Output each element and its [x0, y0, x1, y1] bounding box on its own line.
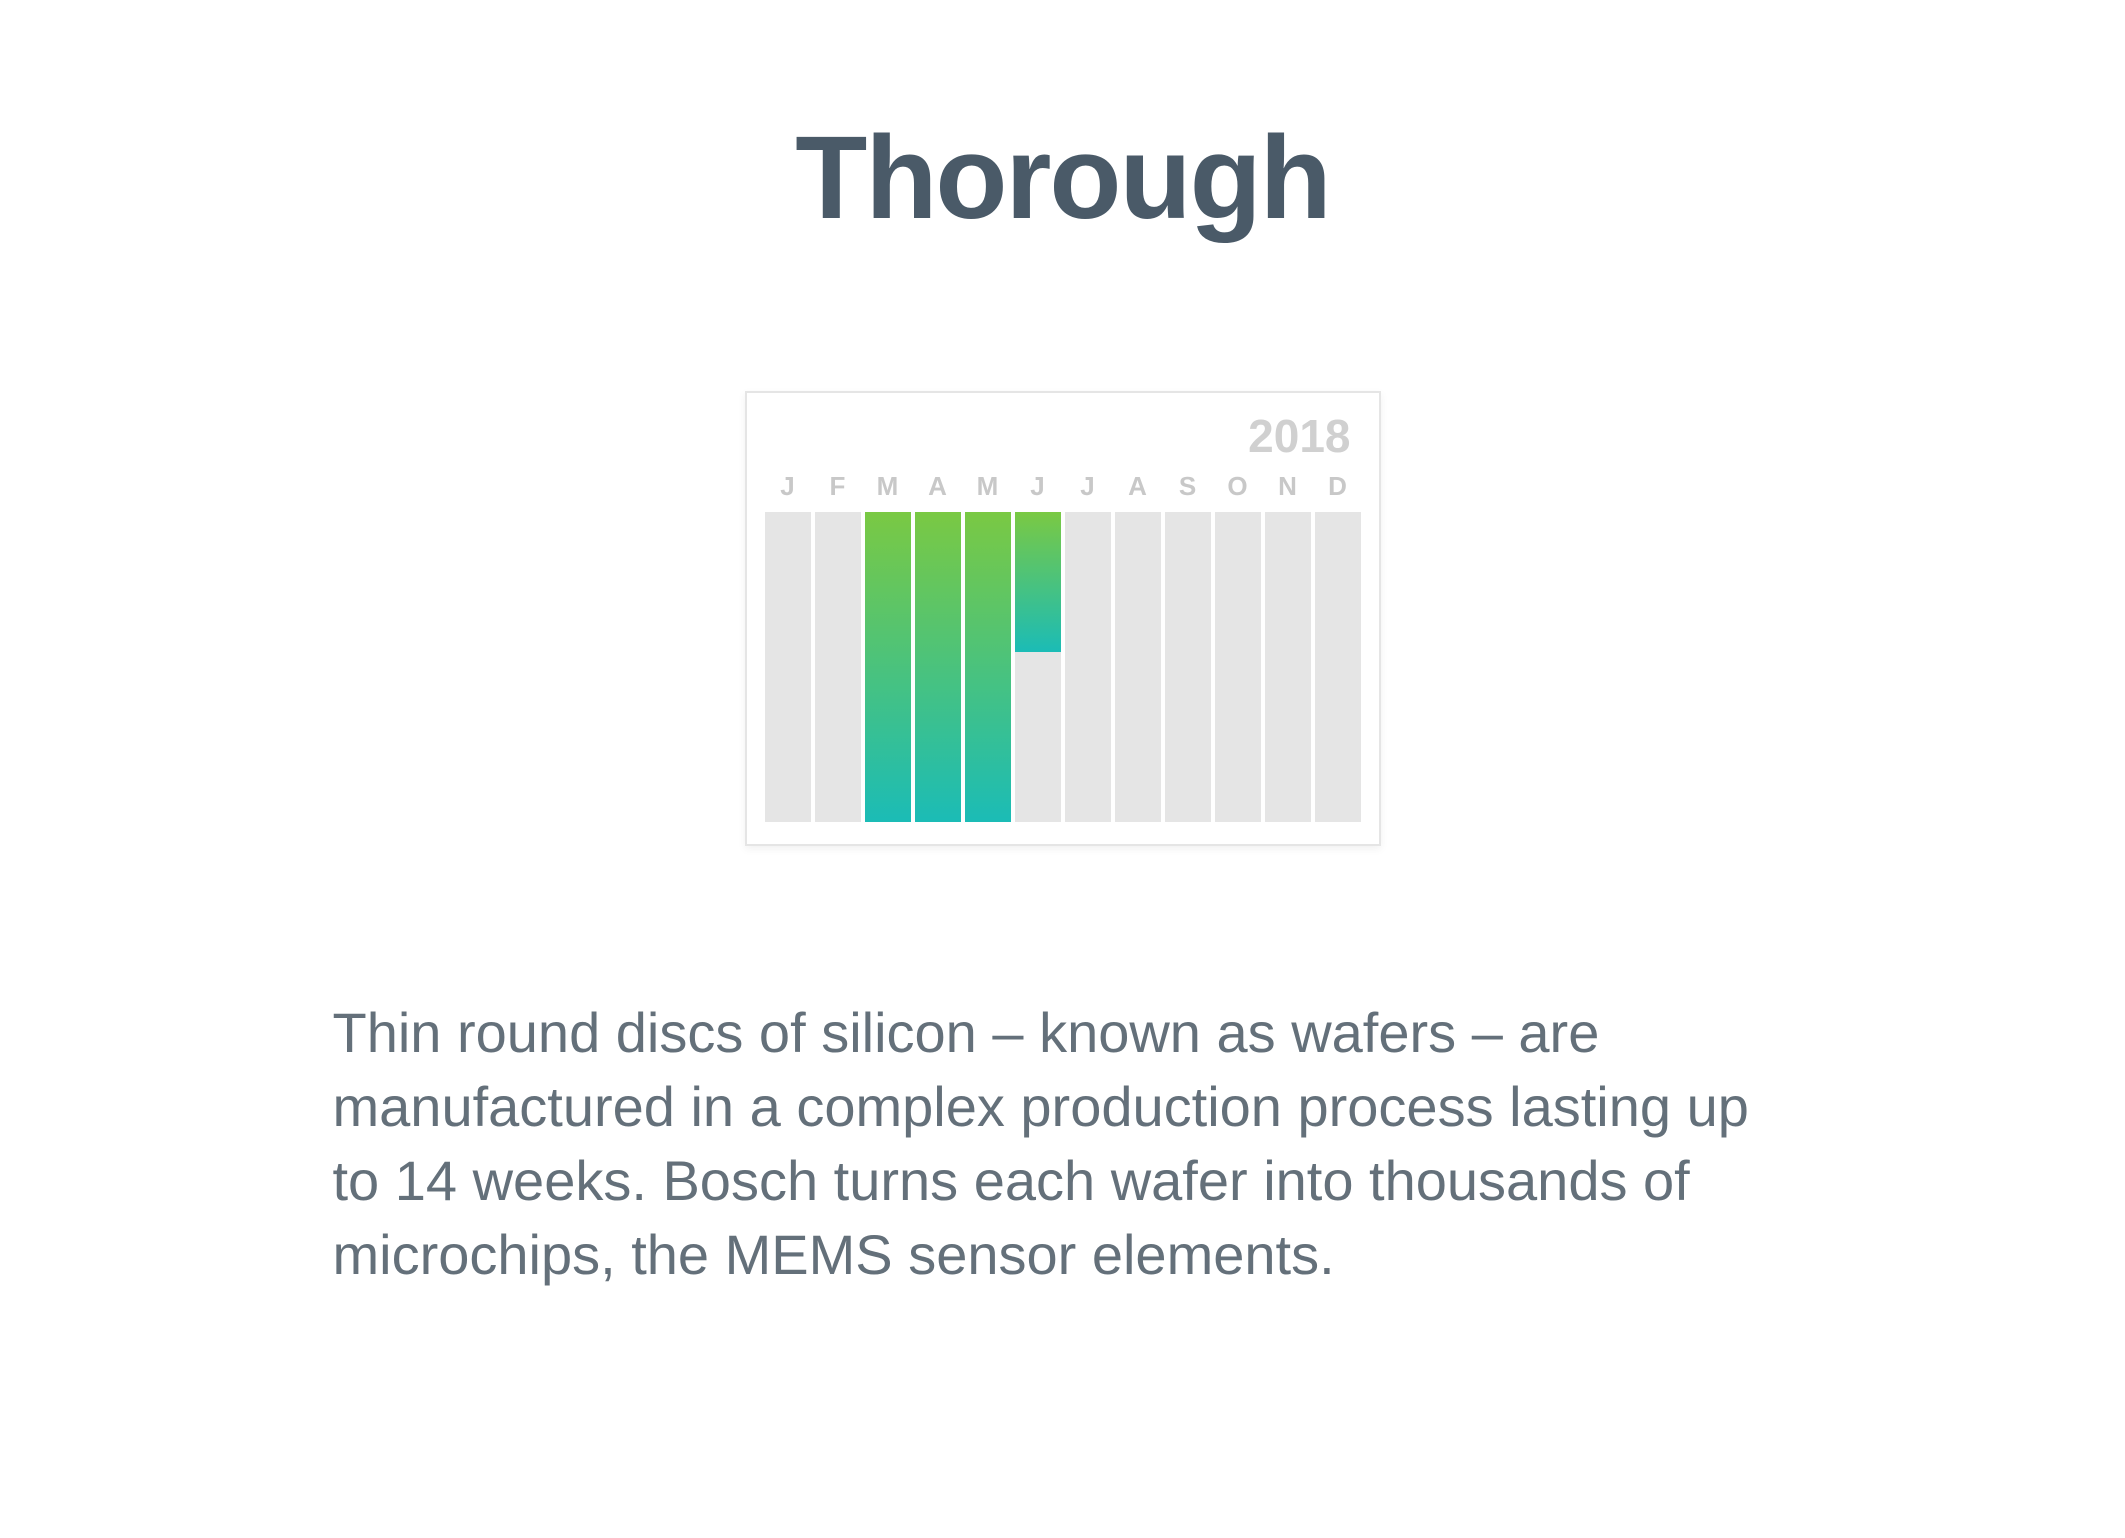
month-column: O — [1215, 471, 1261, 822]
month-column: J — [765, 471, 811, 822]
bar-slot — [765, 512, 811, 822]
month-column: A — [1115, 471, 1161, 822]
bar-slot — [865, 512, 911, 822]
month-column: M — [965, 471, 1011, 822]
chart-year-label: 2018 — [1248, 409, 1350, 463]
month-label: A — [1115, 471, 1161, 502]
month-column: A — [915, 471, 961, 822]
month-label: N — [1265, 471, 1311, 502]
chart-months-row: JFMAMJJASOND — [765, 471, 1361, 822]
month-label: A — [915, 471, 961, 502]
description-text: Thin round discs of silicon – known as w… — [333, 996, 1793, 1292]
month-label: M — [965, 471, 1011, 502]
bar-slot — [1115, 512, 1161, 822]
bar-slot — [915, 512, 961, 822]
bar-slot — [1265, 512, 1311, 822]
month-column: F — [815, 471, 861, 822]
month-label: O — [1215, 471, 1261, 502]
month-label: S — [1165, 471, 1211, 502]
page-title: Thorough — [795, 110, 1329, 246]
bar-slot — [1215, 512, 1261, 822]
calendar-bar-chart: 2018 JFMAMJJASOND — [745, 391, 1381, 846]
bar-slot — [1015, 512, 1061, 822]
month-label: F — [815, 471, 861, 502]
bar-slot — [1065, 512, 1111, 822]
bar-slot — [815, 512, 861, 822]
month-column: N — [1265, 471, 1311, 822]
bar-slot — [965, 512, 1011, 822]
month-label: J — [765, 471, 811, 502]
bar-fill — [915, 512, 961, 822]
month-label: J — [1065, 471, 1111, 502]
bar-slot — [1315, 512, 1361, 822]
month-label: M — [865, 471, 911, 502]
month-column: J — [1015, 471, 1061, 822]
month-column: J — [1065, 471, 1111, 822]
bar-fill — [1015, 512, 1061, 652]
bar-fill — [965, 512, 1011, 822]
month-label: D — [1315, 471, 1361, 502]
bar-slot — [1165, 512, 1211, 822]
month-column: D — [1315, 471, 1361, 822]
month-column: M — [865, 471, 911, 822]
month-label: J — [1015, 471, 1061, 502]
month-column: S — [1165, 471, 1211, 822]
bar-fill — [865, 512, 911, 822]
